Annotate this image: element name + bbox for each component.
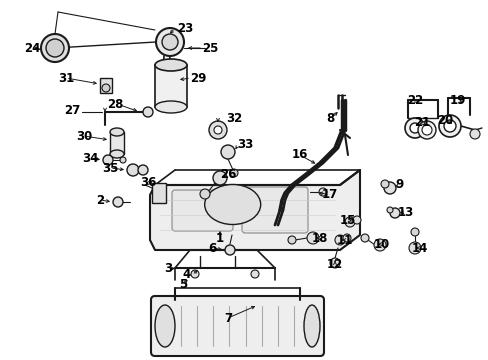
Circle shape xyxy=(102,84,110,92)
Circle shape xyxy=(103,155,113,165)
Text: 5: 5 xyxy=(179,278,187,291)
Text: 1: 1 xyxy=(216,231,224,244)
Ellipse shape xyxy=(155,59,186,71)
Text: 11: 11 xyxy=(336,234,352,247)
Circle shape xyxy=(342,234,350,242)
Text: 32: 32 xyxy=(225,112,242,125)
Text: 30: 30 xyxy=(76,130,92,143)
Circle shape xyxy=(120,157,126,163)
Text: 15: 15 xyxy=(339,213,355,226)
Text: 16: 16 xyxy=(291,148,307,162)
Text: 9: 9 xyxy=(395,179,403,192)
Circle shape xyxy=(156,28,183,56)
Text: 23: 23 xyxy=(177,22,193,35)
Text: 10: 10 xyxy=(373,238,389,251)
Circle shape xyxy=(329,258,339,268)
Bar xyxy=(155,65,186,107)
Text: 29: 29 xyxy=(189,72,206,85)
Circle shape xyxy=(408,242,420,254)
Ellipse shape xyxy=(110,150,124,158)
Circle shape xyxy=(138,165,148,175)
Circle shape xyxy=(373,239,385,251)
Text: 33: 33 xyxy=(236,139,253,152)
Text: 22: 22 xyxy=(406,94,422,107)
Circle shape xyxy=(162,34,178,50)
Text: 21: 21 xyxy=(413,116,429,129)
Circle shape xyxy=(360,234,368,242)
Circle shape xyxy=(213,171,226,185)
Circle shape xyxy=(443,120,455,132)
FancyBboxPatch shape xyxy=(172,190,232,231)
Circle shape xyxy=(200,189,209,199)
Circle shape xyxy=(41,34,69,62)
Circle shape xyxy=(287,236,295,244)
Circle shape xyxy=(409,123,419,133)
Text: 27: 27 xyxy=(64,104,80,117)
Circle shape xyxy=(383,182,395,194)
Polygon shape xyxy=(150,170,359,250)
Text: 8: 8 xyxy=(325,112,333,126)
Text: 12: 12 xyxy=(326,257,343,270)
Bar xyxy=(110,132,124,154)
Circle shape xyxy=(380,180,388,188)
Circle shape xyxy=(208,121,226,139)
Circle shape xyxy=(438,115,460,137)
Text: 24: 24 xyxy=(24,41,40,54)
Circle shape xyxy=(334,235,345,245)
Text: 31: 31 xyxy=(58,72,74,85)
Circle shape xyxy=(306,232,318,244)
Ellipse shape xyxy=(155,101,186,113)
Text: 6: 6 xyxy=(207,242,216,255)
Circle shape xyxy=(214,126,222,134)
Text: 26: 26 xyxy=(220,168,236,181)
Ellipse shape xyxy=(110,128,124,136)
Circle shape xyxy=(229,169,238,177)
Text: 18: 18 xyxy=(311,231,327,244)
Text: 4: 4 xyxy=(183,269,191,282)
Text: 14: 14 xyxy=(411,242,427,255)
Circle shape xyxy=(410,228,418,236)
Text: 25: 25 xyxy=(202,41,218,54)
Circle shape xyxy=(191,270,199,278)
Circle shape xyxy=(142,107,153,117)
Text: 28: 28 xyxy=(106,99,123,112)
Circle shape xyxy=(417,121,435,139)
Circle shape xyxy=(318,188,326,196)
Text: 13: 13 xyxy=(397,206,413,219)
Circle shape xyxy=(469,129,479,139)
FancyBboxPatch shape xyxy=(242,187,307,233)
Circle shape xyxy=(46,39,64,57)
Circle shape xyxy=(250,270,259,278)
Circle shape xyxy=(224,245,235,255)
Bar xyxy=(100,78,112,93)
Bar xyxy=(152,183,165,203)
Circle shape xyxy=(421,125,431,135)
Text: 17: 17 xyxy=(321,189,337,202)
Circle shape xyxy=(386,207,392,213)
Text: 20: 20 xyxy=(436,113,452,126)
Circle shape xyxy=(113,197,123,207)
Text: 34: 34 xyxy=(81,152,98,165)
Text: 36: 36 xyxy=(140,176,156,189)
Circle shape xyxy=(404,118,424,138)
Ellipse shape xyxy=(204,184,260,225)
FancyBboxPatch shape xyxy=(151,296,324,356)
Ellipse shape xyxy=(155,305,175,347)
Circle shape xyxy=(352,216,360,224)
Text: 3: 3 xyxy=(163,262,172,275)
Text: 2: 2 xyxy=(96,194,104,207)
Text: 35: 35 xyxy=(102,162,118,175)
Text: 7: 7 xyxy=(224,311,232,324)
Text: 19: 19 xyxy=(449,94,465,107)
Circle shape xyxy=(389,208,399,218)
Circle shape xyxy=(221,145,235,159)
Ellipse shape xyxy=(304,305,319,347)
Circle shape xyxy=(345,217,354,227)
Circle shape xyxy=(127,164,139,176)
